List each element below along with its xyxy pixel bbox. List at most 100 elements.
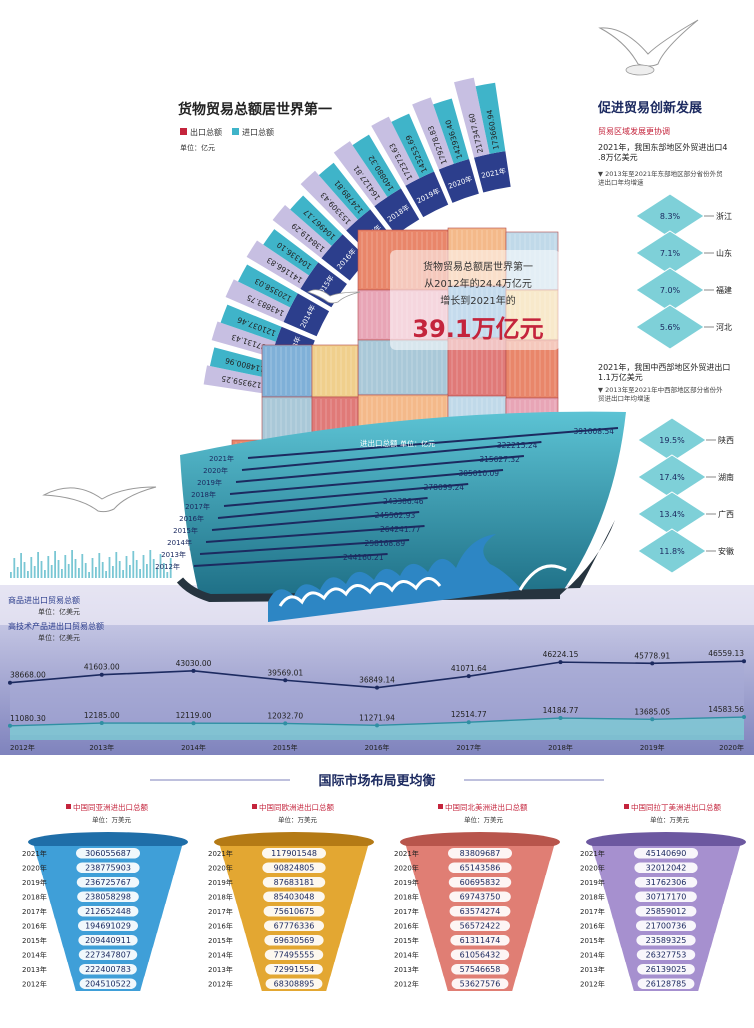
funnel-year-label: 2020年 [208, 864, 233, 873]
funnel-value-pill [449, 906, 511, 917]
equalizer-bar [98, 553, 101, 578]
funnel-value: 26128785 [646, 980, 687, 989]
shipping-container [261, 344, 313, 398]
arc-export-wedge [333, 141, 388, 207]
funnel-value-pill [448, 848, 512, 859]
funnel-value: 67776336 [274, 922, 315, 931]
funnel-title: 中国同欧洲进出口总额 [259, 802, 334, 812]
funnel-value-pill [450, 935, 510, 946]
funnel-year-label: 2018年 [22, 893, 47, 902]
funnel-year-label: 2014年 [22, 951, 47, 960]
west-growth-value: 11.8% [659, 547, 685, 556]
funnel-year-label: 2020年 [22, 864, 47, 873]
highlight-line1: 货物贸易总额居世界第一 [423, 260, 533, 273]
equalizer-bar [30, 557, 33, 578]
equalizer-bar [149, 550, 152, 578]
ship-bar [229, 469, 504, 495]
east-note-line: ▼ 2013年至2021年东部地区部分省份外贸 [598, 169, 723, 178]
equalizer-bar [33, 566, 36, 578]
hitech-value: 11271.94 [359, 713, 395, 722]
equalizer-bar [74, 559, 77, 578]
equalizer-bar [84, 563, 87, 578]
ship-year-label: 2014年 [167, 538, 192, 547]
hitech-point [558, 716, 563, 721]
equalizer-bar [115, 552, 118, 578]
funnel-year-label: 2015年 [22, 936, 47, 945]
funnel-value: 69743750 [460, 893, 501, 902]
funnel-value-pill [451, 978, 509, 989]
funnel-value-pill [634, 877, 698, 888]
goods-point [650, 661, 655, 666]
ship-year-label: 2015年 [173, 526, 198, 535]
ship-bar [247, 427, 619, 459]
funnel-value: 32012042 [646, 864, 687, 873]
hitech-value: 14184.77 [543, 706, 579, 715]
ship-value-label: 244160.21 [343, 553, 384, 562]
west-province-label: 安徽 [718, 546, 734, 556]
funnel-year-label: 2014年 [394, 951, 419, 960]
arc-import-wedge [263, 229, 319, 276]
ship-year-label: 2021年 [209, 454, 234, 463]
ship-year-label: 2020年 [203, 466, 228, 475]
funnel-value: 61311474 [460, 936, 501, 945]
funnel-value: 117901548 [271, 849, 317, 858]
funnel-value-pill [79, 978, 137, 989]
funnel-value: 57546658 [460, 965, 501, 974]
equalizer-bar [67, 564, 70, 578]
goods-value: 41603.00 [84, 663, 120, 672]
funnel-value-pill [636, 935, 696, 946]
funnel-year-label: 2016年 [394, 922, 419, 931]
funnel-value: 238775903 [85, 864, 131, 873]
hitech-value: 11080.30 [10, 714, 46, 723]
line-chart: 38668.00 11080.30 2012年 41603.00 12185.00 201… [8, 649, 746, 752]
funnel-value-pill [78, 935, 138, 946]
funnel-value: 26139025 [646, 965, 687, 974]
west-note-line: ▼ 2013年至2021年中西部地区部分省份外 [598, 385, 723, 394]
funnel-year-label: 2012年 [394, 980, 419, 989]
ship-bar [223, 483, 469, 507]
east-text-line: .8万亿美元 [598, 152, 638, 162]
funnel-value-pill [637, 964, 695, 975]
hitech-point [742, 715, 746, 720]
west-text-line: 1.1万亿美元 [598, 372, 643, 382]
ship-bar [199, 539, 410, 555]
ship-value-label: 322215.24 [497, 441, 538, 450]
funnel-year-label: 2019年 [580, 878, 605, 887]
legend-import-label: 进口总额 [242, 127, 274, 137]
funnel-value: 69630569 [274, 936, 315, 945]
equalizer-bar [91, 558, 94, 578]
band-year-label: 2017年 [456, 743, 481, 752]
funnel-unit: 单位：万美元 [464, 815, 504, 824]
hitech-point [191, 721, 196, 726]
arc-export-wedge [454, 77, 490, 158]
funnel-title-marker [252, 804, 257, 809]
ship-value-label: 305010.09 [458, 469, 499, 478]
funnel-year-label: 2021年 [394, 849, 419, 858]
funnel-value: 75610675 [274, 907, 315, 916]
ship-value-label: 258168.89 [365, 539, 406, 548]
funnel-year-label: 2013年 [394, 965, 419, 974]
section-title: 国际市场布局更均衡 [318, 773, 435, 789]
funnel-year-label: 2012年 [208, 980, 233, 989]
arc-unit: 单位：亿元 [180, 143, 215, 152]
legend-export-swatch [180, 128, 187, 135]
ship-bar [241, 441, 542, 471]
west-province-label: 陕西 [718, 435, 734, 445]
ship-year-label: 2016年 [179, 514, 204, 523]
goods-point [742, 659, 746, 664]
funnel-value-pill [263, 906, 325, 917]
funnel-value: 212652448 [85, 907, 131, 916]
funnel-value: 222400783 [85, 965, 131, 974]
goods-value: 36849.14 [359, 676, 395, 685]
hitech-point [283, 721, 288, 726]
diamond-tile [637, 528, 707, 574]
funnel-value-pill [264, 949, 324, 960]
east-growth-value: 7.1% [660, 249, 681, 258]
arc-year-band [321, 234, 369, 281]
funnel-value: 31762306 [646, 878, 687, 887]
funnel-year-label: 2021年 [580, 849, 605, 858]
legend-export-label: 出口总额 [190, 127, 222, 137]
funnel-value-pill [265, 964, 323, 975]
funnel-year-label: 2012年 [22, 980, 47, 989]
